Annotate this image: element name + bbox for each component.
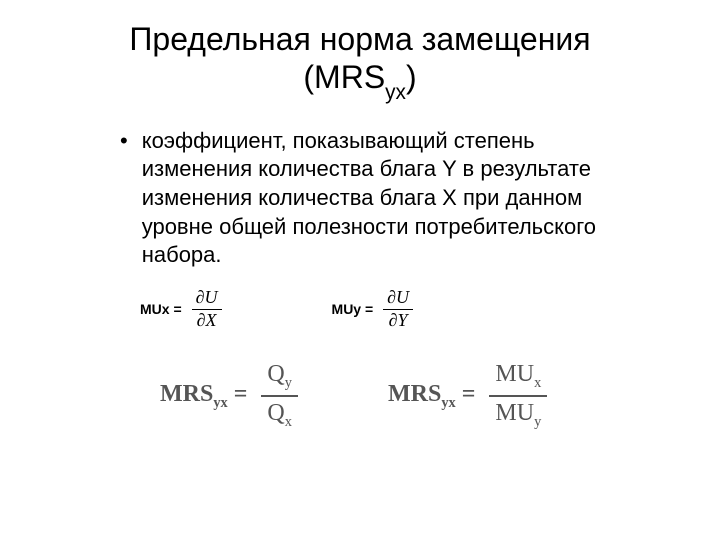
mrs-mu-fraction: MUx MUy	[489, 360, 547, 432]
mux-numerator: ∂U	[192, 288, 222, 308]
mrs-q-formula: MRSyx = Qy Qx	[160, 360, 298, 432]
mrs-text: MRS	[160, 381, 213, 407]
mrs-mu-num: MUx	[489, 360, 547, 393]
muy-label: MUy =	[332, 301, 374, 317]
bullet-marker: •	[120, 127, 128, 156]
mrs-sub: yx	[213, 395, 227, 411]
mrs-mu-den: MUy	[489, 399, 547, 432]
fraction-bar	[261, 395, 298, 397]
title-close: )	[406, 59, 417, 95]
bullet-item: • коэффициент, показывающий степень изме…	[50, 127, 670, 270]
mrs-q-lhs: MRSyx =	[160, 381, 247, 412]
mrs-sub: yx	[441, 395, 455, 411]
mu-formulas-row: MUx = ∂U ∂X MUy = ∂U ∂Y	[50, 288, 670, 331]
mrs-mu-lhs: MRSyx =	[388, 381, 475, 412]
fraction-bar	[489, 395, 547, 397]
mrs-q-num: Qy	[261, 360, 298, 393]
mux-formula: MUx = ∂U ∂X	[140, 288, 222, 331]
title-line1: Предельная норма замещения	[129, 21, 590, 57]
mrs-mu-formula: MRSyx = MUx MUy	[388, 360, 547, 432]
muy-fraction: ∂U ∂Y	[383, 288, 413, 331]
mrs-formulas-row: MRSyx = Qy Qx MRSyx = MUx	[50, 360, 670, 432]
slide: Предельная норма замещения (MRSyx) • коэ…	[0, 0, 720, 452]
title-subscript: yx	[385, 81, 406, 104]
muy-denominator: ∂Y	[385, 311, 412, 331]
mrs-text: MRS	[388, 381, 441, 407]
mux-label: MUx =	[140, 301, 182, 317]
mux-denominator: ∂X	[193, 311, 221, 331]
bullet-text: коэффициент, показывающий степень измене…	[142, 127, 630, 270]
equals: =	[456, 381, 476, 407]
slide-title: Предельная норма замещения (MRSyx)	[50, 20, 670, 103]
title-mrs-open: (MRS	[303, 59, 385, 95]
muy-formula: MUy = ∂U ∂Y	[332, 288, 414, 331]
equals: =	[228, 381, 248, 407]
mrs-q-den: Qx	[261, 399, 298, 432]
mux-fraction: ∂U ∂X	[192, 288, 222, 331]
mrs-q-fraction: Qy Qx	[261, 360, 298, 432]
muy-numerator: ∂U	[383, 288, 413, 308]
